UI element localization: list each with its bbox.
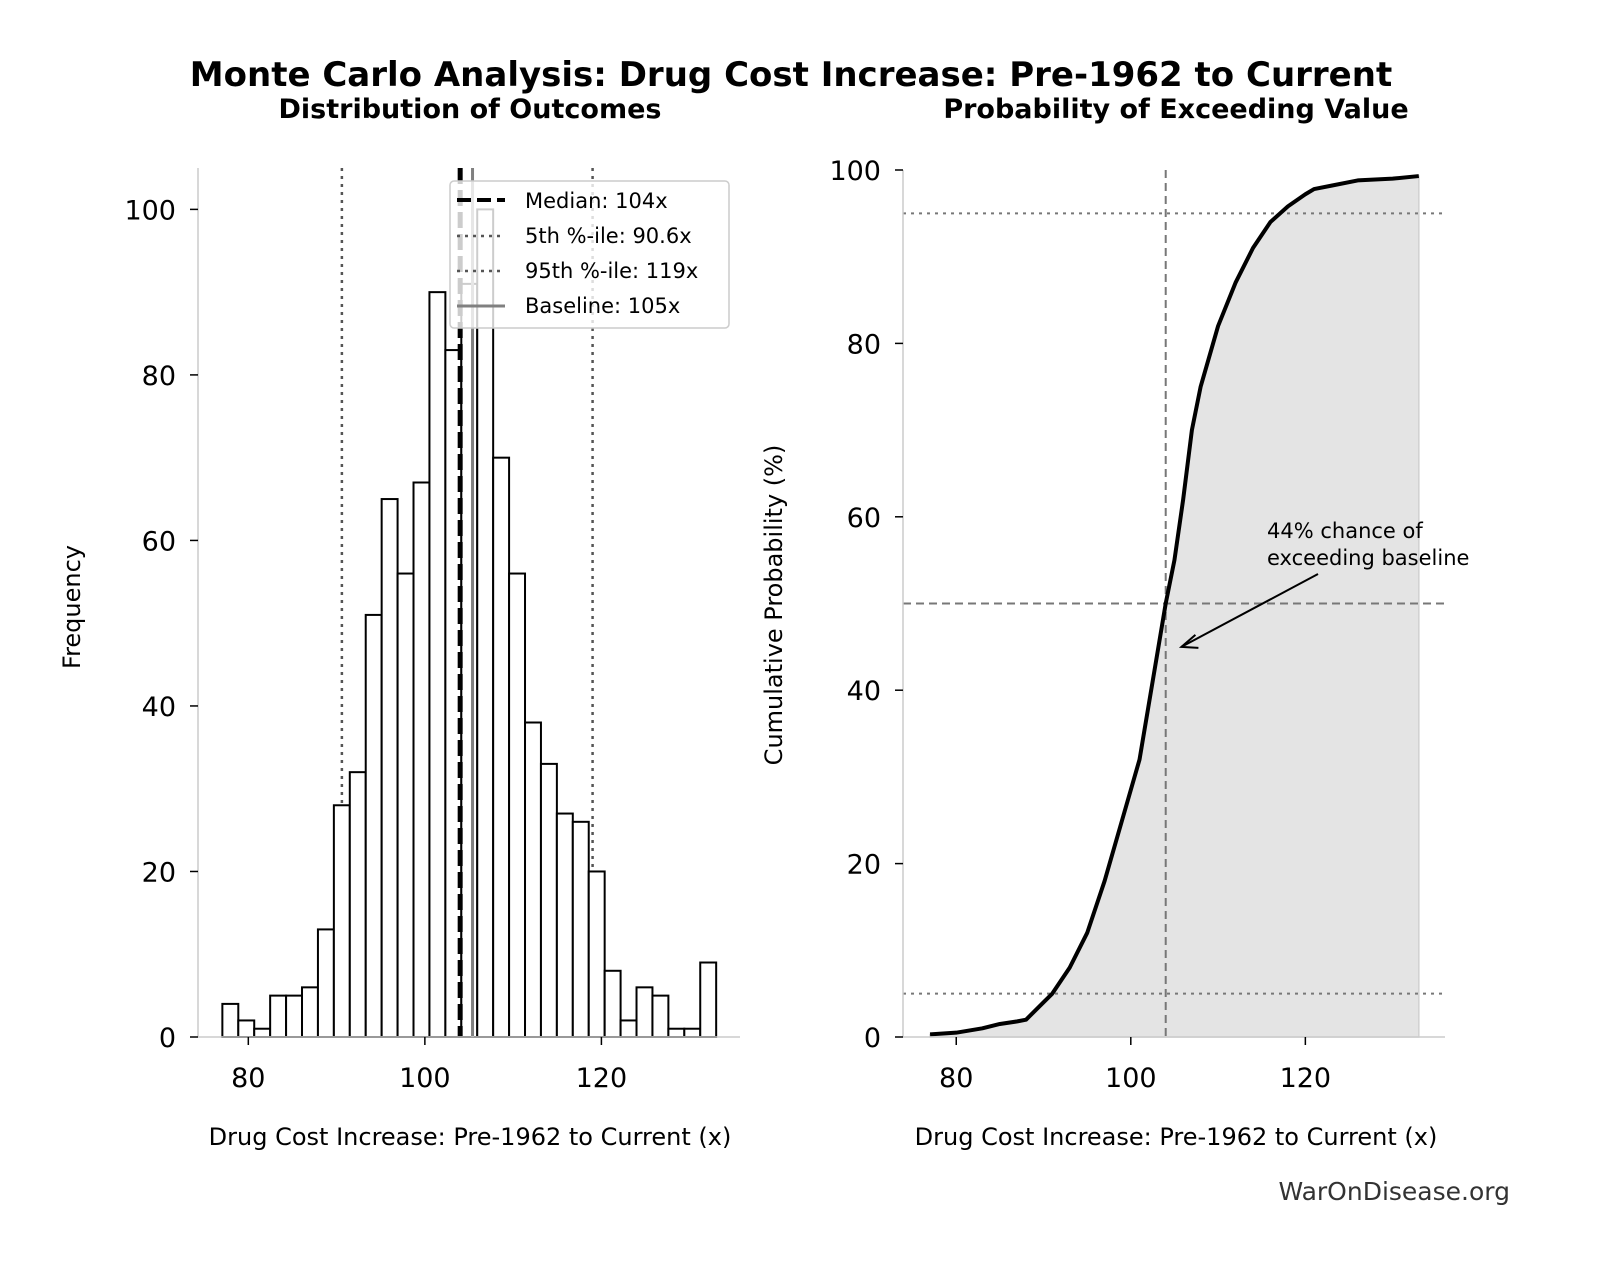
right-ylabel: Cumulative Probability (%)	[760, 445, 788, 766]
left-x-tick-label: 100	[399, 1063, 451, 1094]
right-y-tick-label: 20	[847, 850, 881, 881]
legend: Median: 104x 5th %-ile: 90.6x 95th %-ile…	[449, 180, 730, 329]
right-x-tick-label: 100	[1105, 1063, 1157, 1094]
figure-title: Monte Carlo Analysis: Drug Cost Increase…	[190, 55, 1392, 95]
legend-label-p5: 5th %-ile: 90.6x	[525, 224, 692, 248]
histogram-bar	[683, 1027, 702, 1038]
right-y-tick-label: 0	[864, 1023, 881, 1054]
left-y-tick-label: 40	[142, 692, 176, 723]
histogram-bar	[587, 870, 606, 1038]
left-y-tick-label: 60	[142, 526, 176, 557]
histogram-bar	[539, 762, 558, 1039]
histogram-bar	[619, 1019, 638, 1039]
legend-label-p95: 95th %-ile: 119x	[525, 259, 698, 283]
right-y-tick-label: 60	[847, 503, 881, 534]
histogram-bar	[253, 1027, 272, 1038]
histogram-bar	[285, 994, 304, 1038]
annotation-text: exceeding baseline	[1267, 546, 1469, 570]
left-y-tick-label: 80	[142, 361, 176, 392]
histogram-bar	[524, 721, 542, 1038]
histogram-bar	[651, 994, 670, 1038]
histogram-bar	[412, 481, 431, 1038]
histogram-bar	[699, 961, 718, 1038]
histogram-bar	[380, 498, 399, 1038]
histogram-bar	[444, 349, 463, 1039]
cdf-fill-area	[929, 175, 1420, 1038]
annotation-arrowhead	[1178, 634, 1199, 649]
right-y-tick-label: 80	[847, 329, 881, 360]
right-xlabel: Drug Cost Increase: Pre-1962 to Current …	[915, 1123, 1438, 1151]
histogram-bar	[555, 812, 574, 1038]
histogram-bar	[492, 456, 511, 1038]
histogram-plot: 80 100 120 0 20 40 60 80 100	[124, 168, 740, 1094]
annotation-arrow	[1180, 573, 1319, 648]
histogram-bar	[635, 986, 654, 1038]
annotation-text: 44% chance of	[1267, 519, 1423, 543]
left-y-tick-label: 0	[159, 1023, 176, 1054]
histogram-bar	[428, 291, 447, 1038]
histogram-bar	[508, 572, 527, 1038]
right-y-tick-label: 100	[829, 156, 881, 187]
legend-label-median: Median: 104x	[525, 189, 668, 213]
right-x-tick-label: 120	[1280, 1063, 1332, 1094]
histogram-bar	[364, 613, 383, 1039]
right-y-tick-label: 40	[847, 676, 881, 707]
left-xlabel: Drug Cost Increase: Pre-1962 to Current …	[209, 1123, 732, 1151]
left-x-tick-label: 120	[576, 1063, 628, 1094]
right-chart-title: Probability of Exceeding Value	[943, 94, 1408, 125]
left-y-tick-label: 20	[142, 857, 176, 888]
left-y-tick-label: 100	[124, 195, 176, 226]
cdf-plot: 80 100 120 0 20 40 60 80 100 44% chance of exceedi…	[829, 156, 1469, 1094]
histogram-bar	[301, 986, 319, 1038]
right-x-tick-label: 80	[939, 1063, 973, 1094]
histogram-bar	[603, 969, 622, 1038]
histogram-bar	[332, 804, 351, 1038]
histogram-bar	[460, 282, 479, 1039]
histogram-bar	[221, 1002, 240, 1039]
histogram-bar	[237, 1019, 256, 1039]
cdf-line	[929, 174, 1420, 1037]
left-x-tick-label: 80	[231, 1063, 265, 1094]
legend-box	[449, 180, 730, 329]
left-ylabel: Frequency	[58, 545, 86, 669]
legend-label-baseline: Baseline: 105x	[525, 294, 680, 318]
histogram-bar	[667, 1027, 686, 1038]
histogram-bar	[348, 771, 367, 1039]
histogram-bar	[269, 994, 288, 1038]
left-chart-title: Distribution of Outcomes	[279, 94, 662, 125]
histogram-bar	[476, 208, 495, 1038]
histogram-bar	[571, 820, 590, 1038]
watermark: WarOnDisease.org	[1278, 1177, 1510, 1206]
histogram-bar	[316, 928, 335, 1039]
histogram-bar	[396, 572, 415, 1038]
